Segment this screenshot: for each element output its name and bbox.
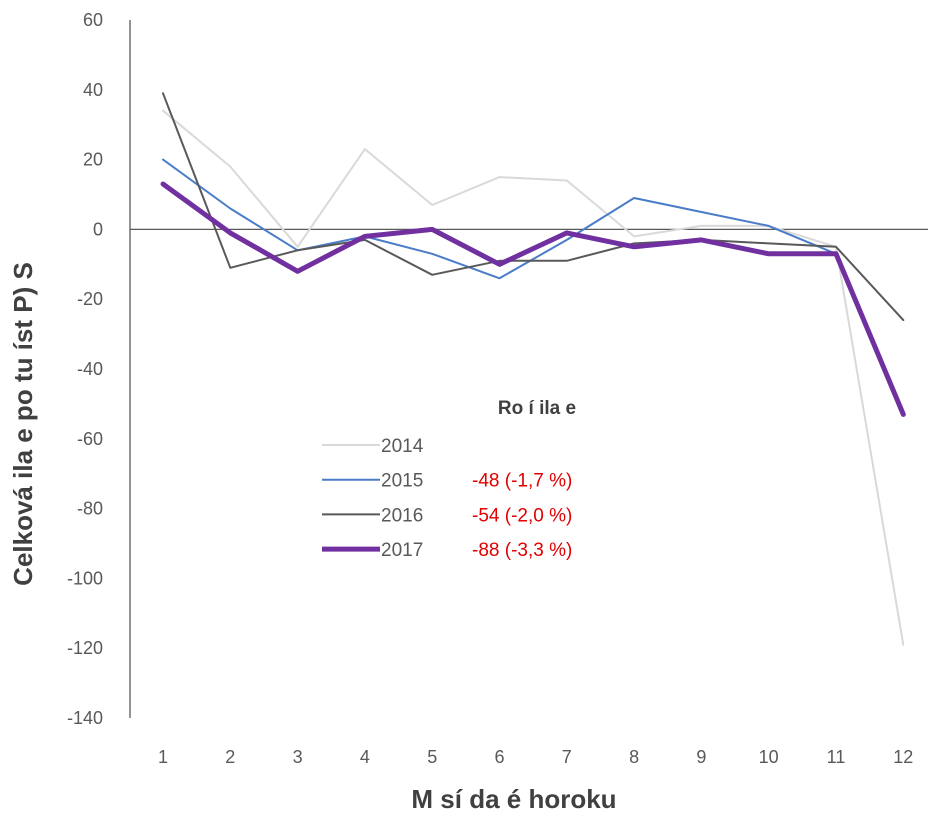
- x-tick-label: 1: [158, 747, 168, 767]
- y-tick-label: -40: [77, 359, 103, 379]
- legend-entry-2014: 2014: [381, 436, 424, 457]
- y-tick-label: 20: [83, 150, 103, 170]
- series-line-2014: [162, 109, 905, 646]
- x-tick-label: 4: [360, 747, 370, 767]
- x-tick-label: 12: [893, 747, 913, 767]
- legend-diff-2017: -88 (-3,3 %): [472, 540, 572, 561]
- y-tick-label: 0: [93, 219, 103, 239]
- y-tick-label: 40: [83, 80, 103, 100]
- y-tick-label: -140: [67, 708, 103, 728]
- y-tick-label: -60: [77, 429, 103, 449]
- legend-diff-2015: -48 (-1,7 %): [472, 471, 572, 492]
- legend-entry-2017: 2017: [381, 540, 423, 561]
- x-tick-label: 7: [562, 747, 572, 767]
- y-tick-label: -120: [67, 638, 103, 658]
- x-tick-label: 11: [827, 747, 846, 767]
- y-axis-title: Celková ila e po tu íst P) S: [8, 262, 38, 586]
- x-axis-title: M sí da é horoku: [411, 784, 616, 814]
- legend-entry-2015: 2015: [381, 471, 423, 492]
- y-tick-label: -100: [67, 568, 103, 588]
- series-line-2017: [160, 181, 906, 417]
- y-tick-label: 60: [83, 10, 103, 30]
- legend-title: Ro í ila e: [498, 398, 576, 419]
- x-tick-label: 10: [759, 747, 779, 767]
- legend: Ro í ila e 2014 2015 -48 (-1,7 %) 2016 -54 (-…: [322, 398, 576, 561]
- x-tick-label: 3: [293, 747, 303, 767]
- series-line-2015: [162, 158, 905, 416]
- x-tick-label: 5: [427, 747, 437, 767]
- x-tick-label: 2: [225, 747, 235, 767]
- y-tick-label: -80: [77, 499, 103, 519]
- legend-diff-2016: -54 (-2,0 %): [472, 505, 572, 526]
- legend-entry-2016: 2016: [381, 505, 423, 526]
- x-tick-label: 9: [696, 747, 706, 767]
- x-tick-label: 8: [629, 747, 639, 767]
- series-layer: [160, 92, 906, 646]
- x-tick-label: 6: [494, 747, 504, 767]
- series-line-2016: [162, 92, 905, 322]
- y-tick-label: -20: [77, 289, 103, 309]
